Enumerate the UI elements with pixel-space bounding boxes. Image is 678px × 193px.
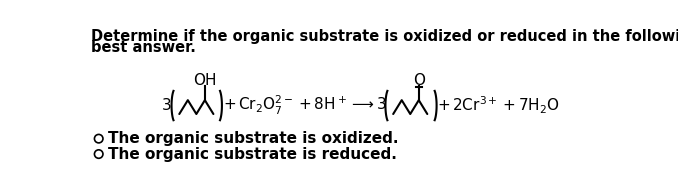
Text: O: O <box>413 73 425 88</box>
Text: 3: 3 <box>162 98 172 113</box>
Text: The organic substrate is reduced.: The organic substrate is reduced. <box>108 146 397 162</box>
Text: best answer.: best answer. <box>91 40 196 55</box>
Text: OH: OH <box>193 73 217 88</box>
Text: $+ \,\mathrm{Cr_2O_7^{2-}} + 8\mathrm{H}^+ \longrightarrow 3$: $+ \,\mathrm{Cr_2O_7^{2-}} + 8\mathrm{H}… <box>222 94 386 117</box>
Text: The organic substrate is oxidized.: The organic substrate is oxidized. <box>108 131 399 146</box>
Text: Determine if the organic substrate is oxidized or reduced in the following react: Determine if the organic substrate is ox… <box>91 29 678 44</box>
Text: $+ \, 2\mathrm{Cr}^{3+} + 7\mathrm{H_2O}$: $+ \, 2\mathrm{Cr}^{3+} + 7\mathrm{H_2O}… <box>437 95 560 116</box>
